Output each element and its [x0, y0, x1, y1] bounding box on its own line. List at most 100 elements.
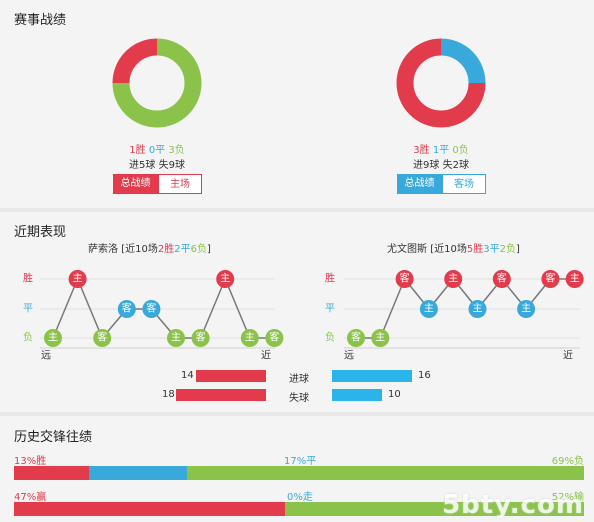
home-match-marker[interactable] — [265, 329, 284, 347]
away-team-summary: 尤文图斯 [近10场5胜3平2负] — [387, 240, 520, 255]
home-match-venue-label: 客 — [122, 302, 132, 315]
away-row-label-w: 胜 — [325, 273, 335, 285]
away-scored-bar — [332, 370, 412, 382]
away-match-marker[interactable] — [517, 300, 536, 318]
away-match-marker[interactable] — [541, 270, 560, 288]
away-match-venue-label: 主 — [375, 332, 385, 344]
home-form-segment — [199, 278, 226, 339]
history-handicap-win-segment — [14, 502, 285, 516]
away-match-marker[interactable] — [371, 329, 390, 347]
home-total-record-button[interactable]: 总战绩 — [113, 174, 158, 194]
away-match-venue-label: 主 — [570, 273, 580, 285]
conceded-label: 失球 — [289, 393, 309, 404]
home-match-venue-label: 客 — [146, 302, 156, 315]
home-conceded-bar — [176, 389, 266, 401]
history-handicap-win-rate: 47%赢 — [14, 492, 47, 503]
away-match-marker[interactable] — [419, 300, 438, 318]
away-donut — [396, 38, 486, 128]
home-summary-prefix: [近10场 — [121, 244, 158, 255]
home-venue-button[interactable]: 主场 — [158, 174, 202, 194]
recent-panel: 近期表现 萨索洛 [近10场2胜2平6负] 尤文图斯 [近10场5胜3平2负] … — [0, 212, 594, 412]
away-form-segment — [379, 278, 406, 339]
history-handicap-loss-rate: 52%输 — [551, 492, 584, 503]
away-summary-prefix: [近10场 — [430, 244, 467, 255]
home-donut-win-slice — [112, 38, 158, 84]
home-form-segment — [52, 278, 79, 339]
away-draw-text: 1平 — [432, 145, 450, 156]
home-match-marker[interactable] — [167, 329, 185, 347]
home-match-marker[interactable] — [44, 329, 62, 347]
away-match-marker[interactable] — [492, 270, 511, 288]
away-far-label: 远 — [344, 350, 354, 362]
away-match-venue-label: 客 — [351, 331, 361, 344]
history-panel: 历史交锋往绩 13%胜 17%平 69%负 47%赢 0%走 52%输 5bty… — [0, 416, 594, 522]
home-form-segment — [224, 278, 251, 339]
away-match-venue-label: 客 — [545, 272, 555, 285]
history-win-rate: 13%胜 — [14, 456, 47, 467]
home-match-venue-label: 主 — [48, 332, 58, 344]
home-match-venue-label: 客 — [269, 331, 279, 344]
history-result-win-segment — [14, 466, 89, 480]
home-team-summary: 萨索洛 [近10场2胜2平6负] — [88, 240, 211, 255]
home-conceded-value: 18 — [162, 389, 175, 400]
home-match-marker[interactable] — [142, 300, 161, 318]
home-match-marker[interactable] — [117, 300, 136, 318]
divider-2 — [0, 412, 594, 416]
away-row-label-d: 平 — [325, 304, 335, 315]
home-match-venue-label: 主 — [245, 332, 255, 344]
home-record-line: 1胜 0平 3负 — [100, 141, 214, 156]
home-goals-line: 进5球 失9球 — [129, 160, 185, 171]
home-match-marker[interactable] — [240, 329, 259, 347]
recent-title: 近期表现 — [14, 225, 67, 240]
home-row-label-d: 平 — [23, 304, 33, 315]
history-handicap-loss-segment — [284, 502, 584, 516]
recent-form-chart: 胜平负远 近主主客客 客主 客主主 客胜平负远 近客 主客主主主客主客主 — [23, 270, 584, 362]
home-donut-loss-slice — [112, 38, 202, 128]
away-total-record-button[interactable]: 总战绩 — [397, 174, 442, 194]
away-match-venue-label: 主 — [424, 303, 434, 315]
history-loss-rate: 69%负 — [551, 456, 584, 467]
history-result-loss-segment — [186, 466, 584, 480]
watermark-logo: 5bty.com — [442, 490, 584, 520]
home-row-label-l: 负 — [23, 331, 33, 344]
away-goals-line: 进9球 失2球 — [413, 160, 469, 171]
away-recent-win: 5胜 — [466, 244, 484, 255]
away-match-venue-label: 主 — [473, 303, 483, 315]
home-match-marker[interactable] — [93, 329, 112, 347]
home-form-segment — [76, 278, 103, 339]
home-win-text: 1胜 — [129, 145, 146, 156]
away-match-marker[interactable] — [347, 329, 365, 347]
away-match-marker[interactable] — [444, 270, 463, 288]
away-win-text: 3胜 — [413, 145, 430, 156]
home-scored-value: 14 — [181, 370, 194, 381]
home-match-venue-label: 主 — [220, 273, 230, 285]
away-match-venue-label: 客 — [497, 272, 507, 285]
history-handicap-push-rate: 0%走 — [287, 492, 313, 503]
home-team-name: 萨索洛 — [88, 244, 118, 255]
record-panel: 赛事战绩 1胜 0平 3负 进5球 失9球 总战绩 主场 3胜 1平 0负 进9… — [0, 0, 594, 206]
home-row-label-w: 胜 — [23, 273, 33, 285]
divider-1 — [0, 208, 594, 212]
away-summary-suffix: ] — [515, 244, 520, 255]
away-loss-text: 0负 — [452, 145, 469, 156]
away-row-label-l: 负 — [325, 331, 335, 344]
home-loss-text: 3负 — [168, 145, 185, 156]
history-handicap-bar — [14, 502, 584, 516]
home-donut — [112, 38, 202, 128]
home-match-marker[interactable] — [216, 270, 235, 288]
home-far-label: 远 — [41, 350, 51, 362]
home-match-marker[interactable] — [191, 329, 210, 347]
away-venue-button[interactable]: 客场 — [442, 174, 486, 194]
home-match-venue-label: 客 — [196, 331, 206, 344]
away-match-venue-label: 主 — [448, 273, 458, 285]
home-match-marker[interactable] — [68, 270, 87, 288]
away-match-marker[interactable] — [395, 270, 414, 288]
away-near-label: 近 — [563, 349, 573, 362]
history-draw-rate: 17%平 — [284, 456, 317, 467]
away-match-marker[interactable] — [468, 300, 487, 318]
away-recent-loss: 2负 — [499, 244, 516, 255]
away-match-marker[interactable] — [565, 270, 584, 288]
away-conceded-bar — [332, 389, 382, 401]
scored-label: 进球 — [289, 374, 309, 385]
home-recent-loss: 6负 — [190, 244, 207, 255]
